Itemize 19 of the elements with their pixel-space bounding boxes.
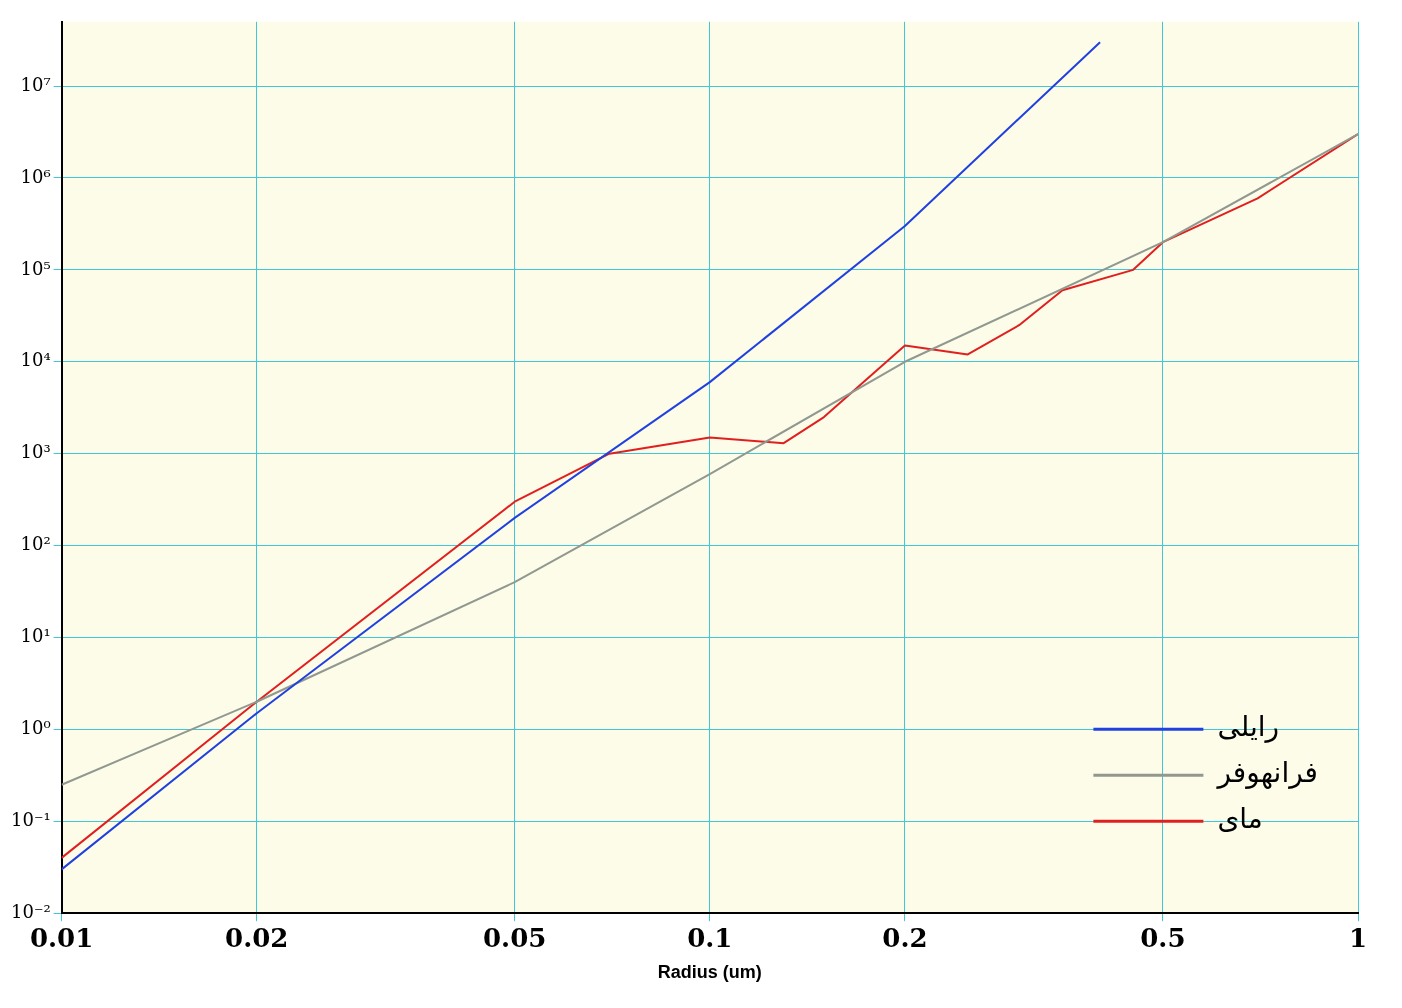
x-tick-label: 0.01 (29, 922, 94, 953)
x-tick-label: 1 (1348, 922, 1368, 953)
x-tick-label: 0.2 (882, 922, 928, 953)
x-tick-label: 0.05 (483, 922, 547, 953)
y-tick-label: 10⁴ (20, 349, 51, 371)
y-tick-label: 10³ (20, 441, 51, 463)
y-tick-label: 10⁵ (20, 257, 51, 279)
y-tick-label: 10⁻¹ (11, 808, 51, 830)
y-tick-label: 10⁻² (11, 900, 51, 922)
x-tick-label: 0.5 (1140, 922, 1186, 953)
y-tick-label: 10⁶ (20, 165, 51, 187)
x-tick-label: 0.02 (225, 922, 289, 953)
y-tick-label: 10⁷ (20, 73, 51, 95)
legend-label: فرانهوفر (1215, 756, 1319, 790)
y-tick-label: 10⁰ (20, 717, 51, 739)
x-tick-label: 0.1 (687, 922, 733, 953)
y-tick-label: 10² (20, 533, 51, 555)
y-tick-label: 10¹ (20, 625, 51, 647)
x-axis-title: Radius (um) (657, 962, 762, 983)
